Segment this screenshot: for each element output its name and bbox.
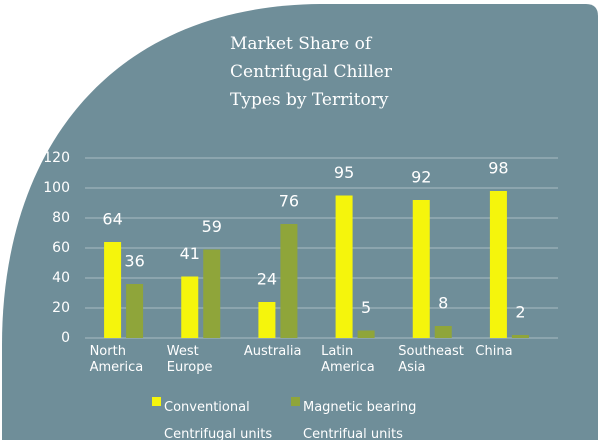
x-tick-label: North America (89, 344, 144, 375)
bar (357, 330, 375, 338)
value-label: 64 (102, 210, 122, 229)
y-tick-label: 80 (52, 210, 70, 226)
y-tick-label: 100 (43, 180, 70, 196)
legend-label: Conventional Centrifugal units (164, 400, 273, 442)
bar (489, 191, 507, 338)
value-label: 92 (411, 168, 431, 187)
x-tick-label: China (475, 344, 513, 359)
y-tick-label: 20 (52, 300, 70, 316)
x-tick-label: Latin America (321, 344, 375, 375)
value-label: 8 (438, 294, 448, 313)
bar (335, 195, 353, 338)
value-label: 2 (515, 303, 525, 322)
bar (412, 200, 430, 338)
value-label: 5 (361, 298, 371, 317)
legend-swatch (291, 397, 300, 406)
y-tick-label: 40 (52, 270, 70, 286)
bar (434, 326, 452, 338)
value-label: 76 (279, 192, 299, 211)
x-tick-label: Southeast Asia (398, 344, 464, 375)
x-tick-label: Australia (243, 344, 302, 359)
x-tick-label: West Europe (166, 344, 213, 375)
chart-title: Market Share of Centrifugal Chiller Type… (230, 34, 392, 110)
value-label: 24 (257, 270, 277, 289)
y-tick-label: 120 (43, 150, 70, 166)
bar (126, 284, 144, 338)
y-tick-label: 0 (61, 330, 70, 346)
bar (104, 242, 122, 338)
bar (181, 276, 199, 338)
bar (280, 224, 298, 338)
value-label: 95 (334, 163, 354, 182)
bar (203, 249, 221, 338)
y-tick-label: 60 (52, 240, 70, 256)
value-label: 41 (180, 244, 200, 263)
bar (511, 335, 529, 338)
legend-label: Magnetic bearing Centrifual units (303, 400, 417, 442)
value-label: 36 (124, 252, 144, 271)
legend-swatch (152, 397, 161, 406)
value-label: 98 (488, 159, 508, 178)
bar (258, 302, 276, 338)
value-label: 59 (202, 217, 222, 236)
